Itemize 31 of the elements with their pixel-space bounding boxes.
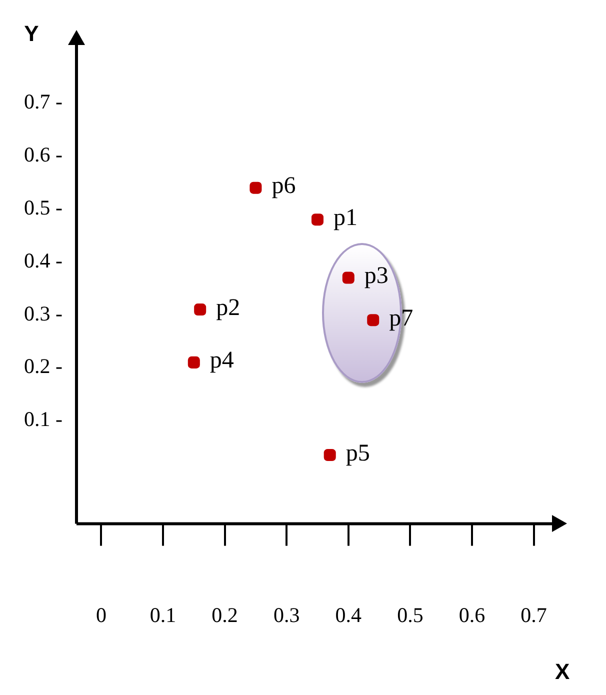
y-axis-title: Y	[24, 21, 40, 46]
annotation: p4	[210, 348, 234, 374]
y-tick-label: 0.6 -	[24, 142, 62, 167]
y-tick-label: 0.2 -	[24, 354, 62, 378]
x-tick-label: 0.4	[335, 602, 362, 627]
x-axis-title: X	[554, 659, 570, 684]
y-tick-label: 0.3 -	[24, 301, 62, 326]
annotation: p5	[346, 440, 370, 466]
y-tick-label: 0.4 -	[24, 248, 62, 272]
point	[367, 314, 380, 326]
x-tick-label: 0	[96, 602, 106, 627]
point	[188, 356, 200, 368]
x-tick-label: 0.2	[212, 602, 238, 627]
point	[250, 182, 262, 194]
y-tick-label: 0.5 -	[24, 196, 62, 220]
point	[311, 214, 324, 226]
y-tick-label: 0.7 -	[24, 90, 62, 114]
x-tick-label: 0.5	[397, 602, 424, 627]
annotation: p7	[389, 305, 414, 332]
point	[324, 449, 336, 462]
y-tick-label: 0.1 -	[24, 407, 62, 432]
annotation: p3	[364, 263, 388, 290]
annotation: p6	[272, 173, 296, 200]
annotation: p2	[216, 294, 240, 321]
annotation: p1	[334, 204, 358, 231]
x-tick-label: 0.3	[273, 602, 300, 627]
x-tick-label: 0.7	[520, 602, 547, 627]
point	[342, 272, 354, 284]
x-tick-label: 0.6	[458, 602, 486, 627]
x-tick-label: 0.1	[150, 602, 176, 627]
point	[194, 304, 206, 316]
